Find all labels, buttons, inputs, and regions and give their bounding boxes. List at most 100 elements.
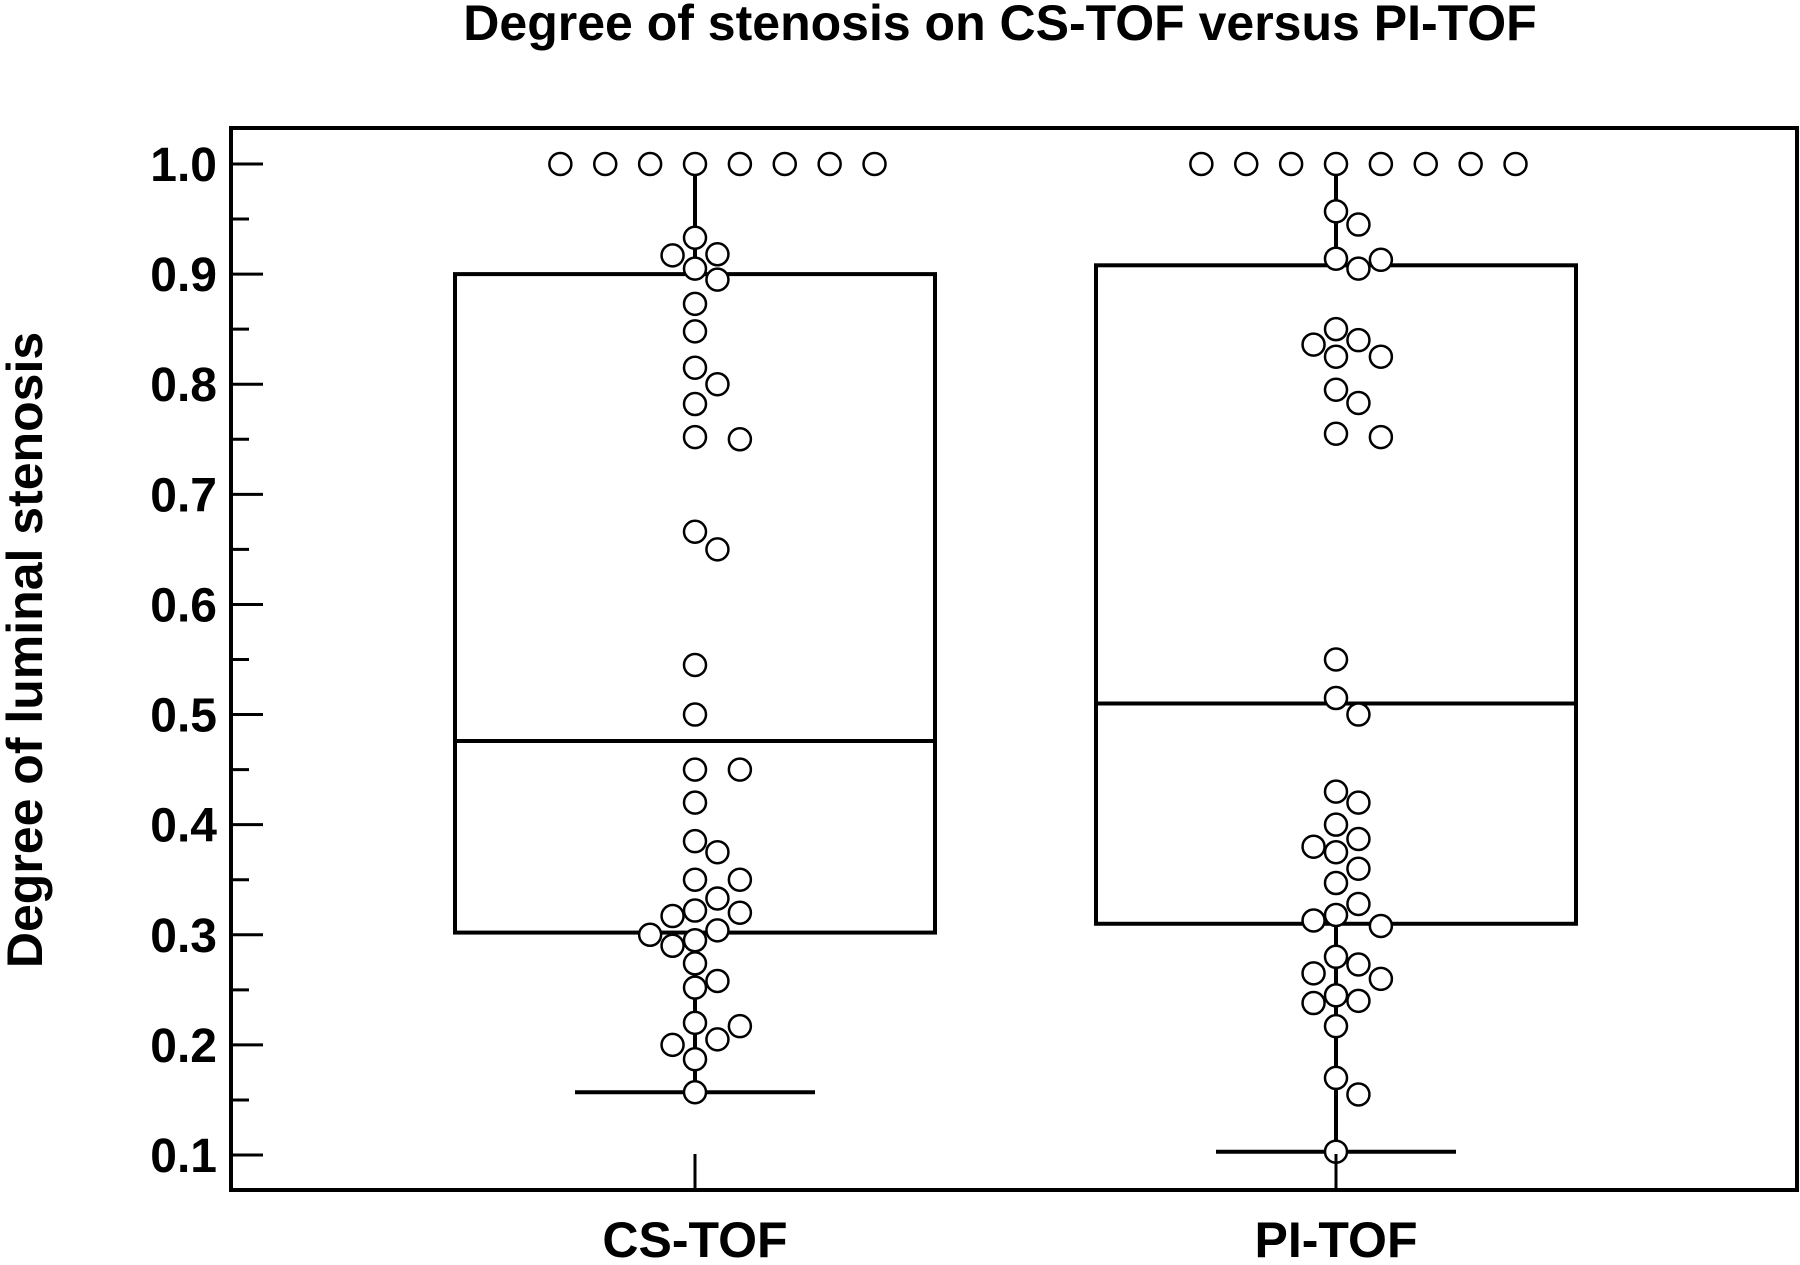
data-point: [1368, 913, 1394, 939]
data-point: [548, 151, 573, 177]
data-point: [705, 886, 730, 911]
data-point: [705, 242, 730, 267]
data-point: [1346, 988, 1371, 1014]
data-point: [727, 757, 753, 782]
y-tick-label: 0.3: [150, 910, 217, 963]
x-category-label: CS-TOF: [602, 1212, 787, 1265]
data-point: [1323, 1013, 1349, 1039]
data-point: [1346, 212, 1371, 237]
points-group: [548, 151, 1528, 1164]
data-point: [660, 1032, 685, 1058]
data-point: [1323, 812, 1349, 837]
data-point: [682, 1079, 708, 1105]
data-point: [1301, 834, 1326, 859]
data-point: [1368, 424, 1394, 450]
data-point: [682, 1046, 708, 1072]
data-point: [1346, 856, 1371, 881]
data-point: [682, 975, 708, 1000]
data-point: [1278, 151, 1304, 177]
data-point: [1301, 961, 1326, 986]
data-point: [682, 702, 708, 727]
x-category-label: PI-TOF: [1255, 1212, 1418, 1265]
y-tick-label: 1.0: [150, 139, 217, 192]
data-point: [1301, 332, 1326, 357]
data-point: [660, 243, 685, 268]
data-point: [1346, 952, 1371, 977]
data-point: [682, 319, 708, 344]
data-point: [682, 828, 708, 854]
data-point: [705, 839, 730, 865]
data-point: [682, 757, 708, 782]
data-point: [682, 1010, 708, 1036]
data-point: [1323, 421, 1349, 447]
data-point: [1413, 151, 1439, 177]
data-point: [1323, 779, 1349, 804]
y-tick-label: 0.8: [150, 359, 217, 412]
boxes-group: [453, 164, 1578, 1154]
data-point: [1323, 151, 1349, 177]
data-point: [705, 267, 730, 292]
data-point: [1323, 870, 1349, 896]
y-axis-label: Degree of luminal stenosis: [0, 332, 53, 968]
data-point: [1323, 685, 1349, 711]
data-point: [682, 898, 708, 923]
data-point: [682, 355, 708, 380]
data-point: [1323, 316, 1349, 342]
data-point: [1323, 983, 1349, 1008]
data-point: [682, 291, 708, 317]
data-point: [682, 951, 708, 976]
data-point: [1346, 790, 1371, 815]
data-point: [1458, 151, 1483, 177]
data-point: [1301, 990, 1326, 1016]
data-point: [1346, 327, 1371, 353]
data-point: [772, 151, 798, 177]
data-point: [727, 151, 753, 177]
data-point: [1323, 1065, 1349, 1091]
data-point: [682, 225, 708, 251]
data-point: [817, 151, 842, 177]
data-point: [727, 900, 753, 926]
data-point: [660, 903, 685, 929]
data-point: [705, 1027, 730, 1052]
data-point: [1323, 377, 1349, 402]
data-point: [1323, 944, 1349, 970]
data-point: [637, 151, 663, 177]
x-axis: CS-TOF PI-TOF: [602, 1154, 1417, 1265]
data-point: [1323, 902, 1349, 928]
chart-title: Degree of stenosis on CS-TOF versus PI-T…: [463, 0, 1536, 51]
data-point: [1301, 908, 1326, 933]
data-point: [592, 151, 618, 177]
data-point: [1368, 344, 1394, 369]
data-point: [705, 968, 730, 994]
data-point: [1323, 246, 1349, 271]
data-point: [705, 918, 730, 943]
y-axis: 0.1 0.2 0.3 0.4 0.5 0.6 0.7 0.8 0.9 1.0: [150, 139, 263, 1183]
y-tick-label: 0.4: [150, 800, 217, 853]
data-point: [1323, 647, 1349, 672]
data-point: [1323, 839, 1349, 865]
data-point: [1346, 826, 1371, 852]
data-point: [1346, 891, 1371, 917]
data-point: [1368, 966, 1394, 992]
data-point: [1346, 702, 1371, 727]
data-point: [1323, 344, 1349, 369]
y-tick-label: 0.6: [150, 579, 217, 632]
data-point: [682, 424, 708, 450]
data-point: [727, 867, 753, 892]
data-point: [682, 790, 708, 815]
data-point: [705, 371, 730, 397]
data-point: [705, 537, 730, 562]
data-point: [1346, 1082, 1371, 1107]
data-point: [682, 151, 708, 177]
plot-frame: [229, 126, 1799, 1192]
data-point: [637, 922, 663, 948]
data-point: [1346, 390, 1371, 416]
data-point: [1368, 247, 1394, 273]
data-point: [1323, 199, 1349, 224]
y-tick-label: 0.2: [150, 1020, 217, 1073]
data-point: [682, 867, 708, 892]
data-point: [660, 933, 685, 959]
data-point: [682, 519, 708, 545]
data-point: [682, 256, 708, 281]
